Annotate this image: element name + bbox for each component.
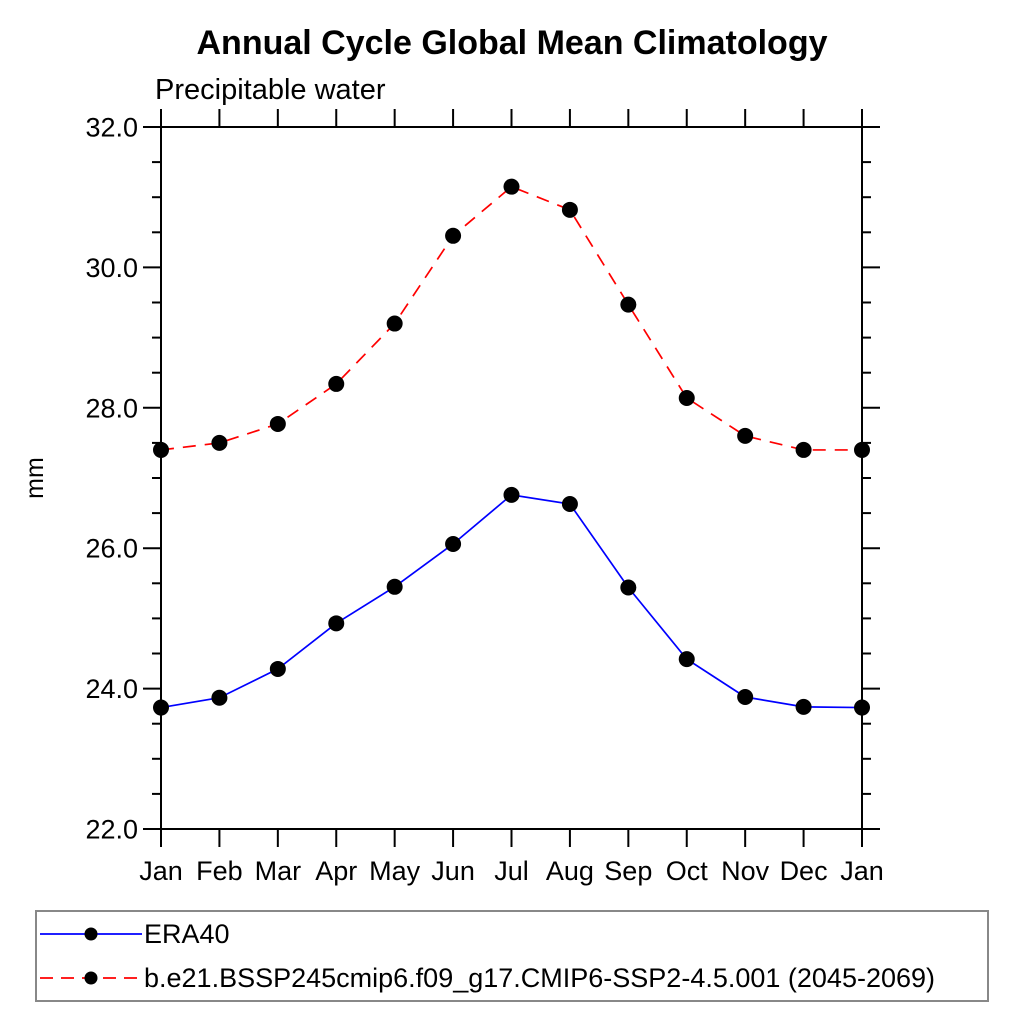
legend-marker-model: [84, 971, 98, 985]
data-point-marker: [153, 699, 169, 716]
data-point-marker: [328, 375, 345, 392]
series-line-model: [160, 185, 862, 451]
y-tick-label: 30.0: [85, 253, 138, 283]
data-point-marker: [269, 415, 286, 432]
x-tick-label: Aug: [546, 856, 594, 886]
data-point-marker: [795, 441, 812, 458]
x-tick-label: Jan: [840, 856, 884, 886]
data-point-marker: [795, 698, 812, 715]
data-point-marker: [386, 578, 403, 595]
data-point-marker: [445, 227, 462, 244]
data-point-marker: [503, 486, 520, 503]
y-tick-label: 26.0: [85, 534, 138, 564]
series-line-era40: [160, 493, 863, 709]
legend: ERA40 b.e21.BSSP245cmip6.f09_g17.CMIP6-S…: [35, 910, 989, 1002]
x-tick-label: Feb: [196, 856, 243, 886]
data-point-marker: [386, 315, 403, 332]
data-point-marker: [854, 441, 870, 458]
data-point-marker: [620, 579, 637, 596]
legend-label-model: b.e21.BSSP245cmip6.f09_g17.CMIP6-SSP2-4.…: [144, 962, 936, 993]
x-tick-label: Dec: [780, 856, 828, 886]
data-point-marker: [503, 178, 520, 195]
y-tick-label: 32.0: [85, 112, 138, 142]
chart-title: Annual Cycle Global Mean Climatology: [196, 24, 828, 62]
data-point-marker: [678, 651, 695, 668]
data-point-marker: [211, 434, 228, 451]
x-tick-label: Mar: [255, 856, 302, 886]
y-tick-label: 22.0: [85, 814, 138, 844]
legend-item-model: b.e21.BSSP245cmip6.f09_g17.CMIP6-SSP2-4.…: [37, 956, 987, 1000]
x-tick-label: Sep: [604, 856, 652, 886]
y-tick-label: 28.0: [85, 393, 138, 423]
model-line-sample-icon: [40, 971, 142, 985]
data-point-marker: [678, 389, 695, 406]
x-tick-label: Jan: [139, 856, 183, 886]
data-point-marker: [561, 495, 578, 512]
data-point-marker: [153, 441, 169, 458]
legend-item-era40: ERA40: [37, 912, 987, 956]
chart-subtitle: Precipitable water: [155, 74, 386, 106]
x-tick-label: Jul: [494, 856, 529, 886]
x-tick-label: May: [369, 856, 421, 886]
x-tick-label: Oct: [666, 856, 709, 886]
data-point-marker: [561, 201, 578, 218]
data-point-marker: [620, 296, 637, 313]
data-point-marker: [211, 689, 228, 706]
y-axis-label: mm: [21, 457, 49, 499]
data-point-marker: [737, 689, 754, 706]
legend-label-era40: ERA40: [144, 918, 230, 949]
legend-marker-era40: [84, 927, 98, 941]
data-point-marker: [854, 699, 870, 716]
y-tick-label: 24.0: [85, 674, 138, 704]
data-point-marker: [445, 535, 462, 552]
data-point-marker: [269, 660, 286, 677]
x-tick-label: Apr: [315, 856, 357, 886]
x-tick-label: Nov: [721, 856, 770, 886]
data-point-marker: [737, 427, 754, 444]
data-point-marker: [328, 615, 345, 632]
era40-line-sample-icon: [40, 927, 142, 941]
x-tick-label: Jun: [431, 856, 475, 886]
